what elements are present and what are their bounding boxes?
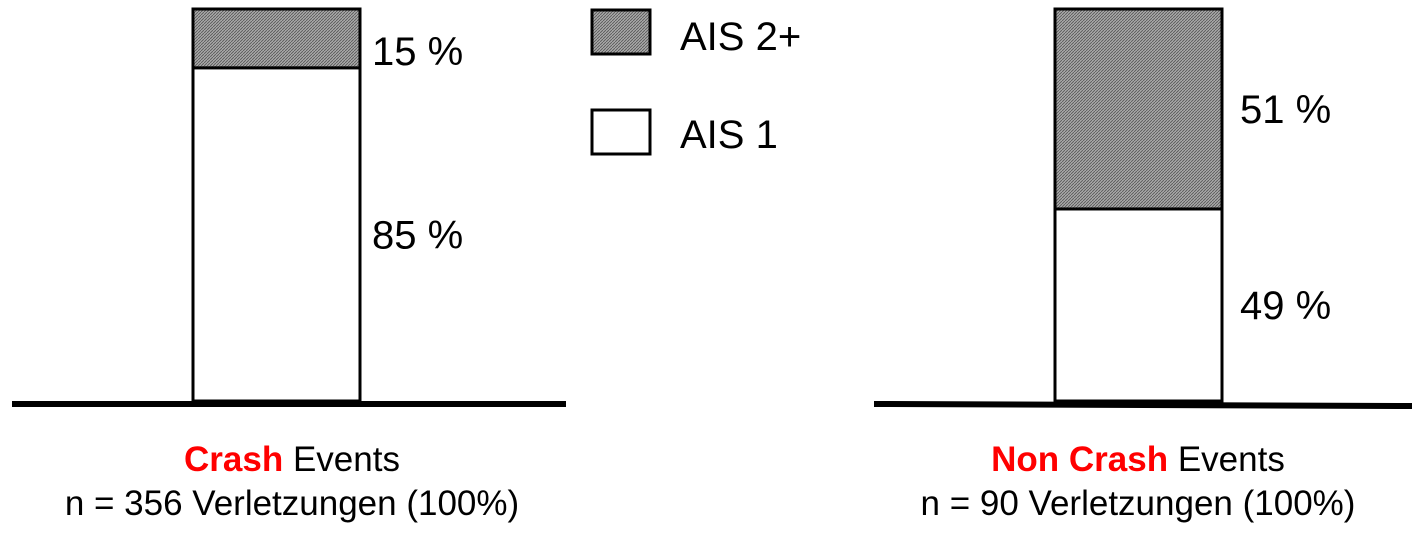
legend: AIS 2+ AIS 1 — [590, 8, 801, 157]
caption-crash: Crash Events n = 356 Verletzungen (100%) — [0, 438, 584, 526]
noncrash-ais2plus-label: 51 % — [1240, 88, 1331, 132]
noncrash-title-rest: Events — [1168, 440, 1285, 479]
crash-ais2plus-label: 15 % — [372, 30, 463, 74]
baseline-noncrash — [873, 401, 1413, 409]
noncrash-highlight: Non Crash — [991, 440, 1169, 479]
caption-noncrash-title: Non Crash Events — [860, 438, 1416, 482]
legend-label-ais1: AIS 1 — [680, 113, 778, 157]
bar-noncrash-ais2plus — [1053, 7, 1224, 211]
bar-crash-ais1 — [191, 66, 362, 403]
bar-noncrash-ais1 — [1053, 207, 1224, 403]
bar-crash-ais2plus — [191, 7, 362, 70]
white-square-icon — [590, 108, 652, 156]
noncrash-ais1-label: 49 % — [1240, 284, 1331, 328]
legend-label-ais2plus: AIS 2+ — [680, 15, 801, 59]
caption-crash-title: Crash Events — [0, 438, 584, 482]
hatched-square-icon — [590, 8, 652, 56]
caption-noncrash-subtitle: n = 90 Verletzungen (100%) — [920, 484, 1356, 523]
caption-noncrash: Non Crash Events n = 90 Verletzungen (10… — [860, 438, 1416, 526]
crash-title-rest: Events — [283, 440, 400, 479]
crash-highlight: Crash — [184, 440, 284, 479]
caption-crash-subtitle: n = 356 Verletzungen (100%) — [64, 484, 520, 523]
crash-ais1-label: 85 % — [372, 213, 463, 257]
